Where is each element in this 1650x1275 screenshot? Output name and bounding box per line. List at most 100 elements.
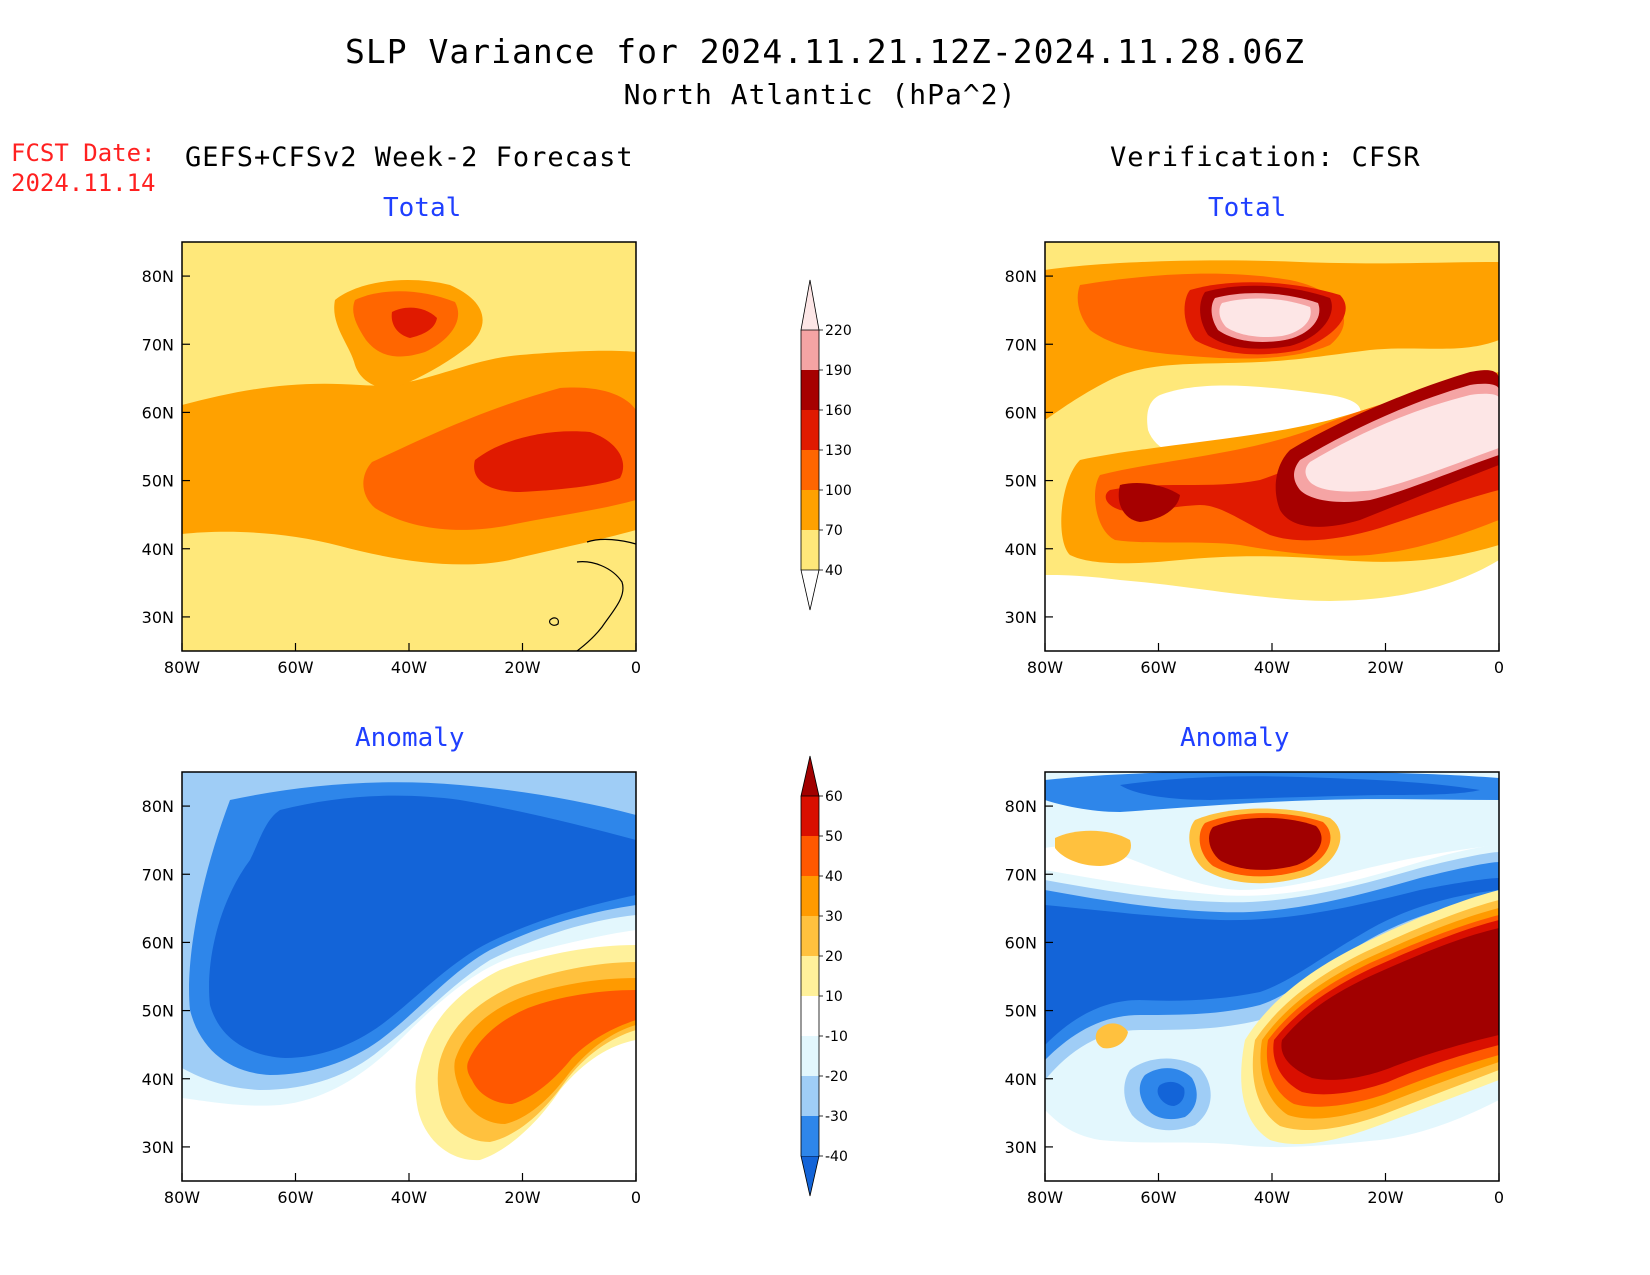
- lat-tick-label: 50N: [142, 472, 174, 491]
- lon-tick-label: 20W: [1367, 1188, 1403, 1207]
- forecast-total-map: [182, 242, 636, 651]
- contour-130-greenland: [391, 307, 437, 338]
- colorbar-cell: [801, 876, 819, 916]
- colorbar-label: -20: [825, 1069, 848, 1085]
- lon-tick-label: 0: [631, 1188, 641, 1207]
- lon-tick-label: 0: [631, 658, 641, 677]
- lat-tick-label: 70N: [142, 335, 174, 354]
- forecast-column-title: GEFS+CFSv2 Week-2 Forecast: [185, 142, 634, 173]
- contour-minus40: [209, 795, 636, 1058]
- lon-tick-label: 80W: [1027, 1188, 1063, 1207]
- map-frames: 80W 60W 40W 20W 0 80N 70N 60N 50N 40N 30N 80W 60W 40W…: [142, 241, 1504, 1207]
- lon-tick-label: 40W: [1254, 658, 1290, 677]
- contour-minus40-top: [1120, 776, 1480, 800]
- verification-total-map: [1045, 242, 1499, 651]
- total-colorbar: 40 70 100 130 160 190 220: [800, 279, 852, 611]
- colorbar-label: 160: [825, 403, 852, 419]
- colorbar-label: 220: [825, 323, 852, 339]
- lat-tick-label: 80N: [142, 267, 174, 286]
- lat-tick-label: 80N: [142, 797, 174, 816]
- lon-tick-label: 80W: [1027, 658, 1063, 677]
- contour-20-west: [1055, 830, 1131, 866]
- figure-title: SLP Variance for 2024.11.21.12Z-2024.11.…: [345, 32, 1305, 71]
- lat-tick-label: 40N: [1005, 1070, 1037, 1089]
- lon-tick-label: 0: [1494, 658, 1504, 677]
- lon-tick-label: 80W: [164, 1188, 200, 1207]
- lon-tick-label: 20W: [504, 1188, 540, 1207]
- lat-tick-label: 40N: [142, 540, 174, 559]
- verification-column-title: Verification: CFSR: [1110, 142, 1421, 173]
- lon-tick-label: 80W: [164, 658, 200, 677]
- lat-tick-label: 50N: [142, 1002, 174, 1021]
- lat-tick-label: 50N: [1005, 472, 1037, 491]
- colorbar-label: 30: [825, 909, 843, 925]
- lat-tick-label: 30N: [1005, 1138, 1037, 1157]
- colorbar-label: 190: [825, 363, 852, 379]
- contour-220-greenland: [1219, 298, 1311, 337]
- lat-tick-label: 60N: [1005, 933, 1037, 952]
- lon-tick-label: 20W: [504, 658, 540, 677]
- lat-tick-label: 30N: [1005, 608, 1037, 627]
- lat-tick-label: 70N: [142, 865, 174, 884]
- lat-tick-label: 30N: [142, 608, 174, 627]
- contour-130: [474, 431, 624, 492]
- forecast-anomaly-map: [182, 772, 636, 1181]
- lon-tick-label: 40W: [1254, 1188, 1290, 1207]
- colorbar-label: -40: [825, 1149, 848, 1165]
- contour-minus40: [1045, 878, 1499, 1045]
- lon-tick-label: 0: [1494, 1188, 1504, 1207]
- colorbar-label: 20: [825, 949, 843, 965]
- colorbar-label: -30: [825, 1109, 848, 1125]
- colorbar-label: 60: [825, 789, 843, 805]
- lat-tick-label: 40N: [1005, 540, 1037, 559]
- forecast-total-coastlines: [549, 538, 637, 652]
- colorbar-cell: [801, 836, 819, 876]
- lat-tick-label: 60N: [1005, 403, 1037, 422]
- colorbar-cell: [800, 755, 820, 797]
- colorbar-label: 130: [825, 443, 852, 459]
- lat-tick-label: 60N: [142, 403, 174, 422]
- contour-160-west: [1118, 483, 1180, 522]
- colorbar-label: 40: [825, 869, 843, 885]
- forecast-total-title: Total: [383, 193, 462, 223]
- anomaly-colorbar: -40 -30 -20 -10 10 20 30 40 50 60: [800, 755, 848, 1197]
- lon-tick-label: 20W: [1367, 658, 1403, 677]
- colorbar-cell: [801, 996, 819, 1036]
- verification-total-frame: 80W 60W 40W 20W 0 80N 70N 60N 50N 40N 30N: [1005, 241, 1504, 677]
- figure-subtitle: North Atlantic (hPa^2): [623, 78, 1017, 111]
- colorbar-cell: [801, 410, 819, 450]
- contour-220: [1305, 393, 1499, 492]
- forecast-anomaly-frame: 80W 60W 40W 20W 0 80N 70N 60N 50N 40N 30N: [142, 771, 641, 1207]
- verification-anomaly-map: [1045, 772, 1499, 1181]
- verification-total-title: Total: [1208, 193, 1287, 223]
- colorbar-label: 100: [825, 483, 852, 499]
- colorbar-cell: [801, 450, 819, 490]
- lat-tick-label: 70N: [1005, 335, 1037, 354]
- colorbar-cell: [801, 1116, 819, 1156]
- contour-20-sw: [1095, 1023, 1128, 1049]
- colorbar-cell: [801, 916, 819, 956]
- coastline: [549, 617, 559, 626]
- colorbar-cell: [801, 490, 819, 530]
- colorbar-label: 10: [825, 989, 843, 1005]
- contour-60: [1281, 928, 1499, 1080]
- colorbar-cell: [801, 796, 819, 836]
- colorbar-cell: [801, 530, 819, 570]
- contour-40: [467, 990, 636, 1104]
- lon-tick-label: 40W: [391, 658, 427, 677]
- colorbar-cell: [801, 330, 819, 370]
- coastline: [576, 538, 637, 652]
- lon-tick-label: 60W: [1140, 1188, 1176, 1207]
- lon-tick-label: 60W: [1140, 658, 1176, 677]
- coastlines: [549, 538, 637, 652]
- verification-anomaly-title: Anomaly: [1180, 723, 1290, 753]
- verification-anomaly-frame: 80W 60W 40W 20W 0 80N 70N 60N 50N 40N 30N: [1005, 771, 1504, 1207]
- colorbar-cell: [801, 956, 819, 996]
- colorbar-cell: [800, 279, 820, 331]
- lon-tick-label: 40W: [391, 1188, 427, 1207]
- lat-tick-label: 60N: [142, 933, 174, 952]
- lon-tick-label: 60W: [277, 658, 313, 677]
- fcst-date-value: 2024.11.14: [11, 169, 156, 197]
- lat-tick-label: 80N: [1005, 797, 1037, 816]
